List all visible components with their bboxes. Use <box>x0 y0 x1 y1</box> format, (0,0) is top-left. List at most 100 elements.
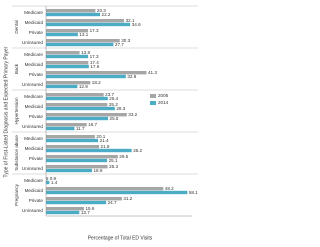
value-label: 17.6 <box>90 64 99 69</box>
value-label: 13.1 <box>79 32 88 37</box>
bar <box>46 123 87 127</box>
value-label: 21.4 <box>100 138 109 143</box>
bar <box>46 12 101 17</box>
value-label: 20.3 <box>97 8 106 13</box>
value-label: 20.1 <box>96 134 105 139</box>
legend-swatch <box>150 94 156 98</box>
bar <box>46 126 75 131</box>
value-label: 32.8 <box>127 74 136 79</box>
category-label: Medicare <box>24 10 43 15</box>
panel-label: Dental <box>14 20 19 33</box>
value-label: 22.2 <box>102 12 111 17</box>
bar <box>46 22 131 27</box>
value-label: 15.6 <box>85 206 94 211</box>
bar <box>46 158 108 163</box>
bar <box>46 9 96 13</box>
bar <box>46 96 108 101</box>
bar <box>46 177 49 181</box>
bar <box>46 197 122 201</box>
value-label: 41.3 <box>148 70 157 75</box>
category-label: Medicare <box>24 136 43 141</box>
bar <box>46 29 89 33</box>
value-label: 35.2 <box>133 148 142 153</box>
bar <box>46 81 91 85</box>
value-label: 34.6 <box>132 22 141 27</box>
bar <box>46 138 99 143</box>
legend-swatch <box>150 101 156 105</box>
value-label: 13.7 <box>81 210 90 215</box>
value-label: 24.7 <box>108 200 117 205</box>
category-label: Medicare <box>24 52 43 57</box>
value-label: 58.1 <box>189 190 198 195</box>
value-label: 30.3 <box>121 38 130 43</box>
category-label: Private <box>29 30 44 35</box>
category-label: Private <box>29 114 44 119</box>
category-label: Private <box>29 72 44 77</box>
category-label: Private <box>29 198 44 203</box>
category-label: Medicaid <box>25 188 44 193</box>
category-label: Uninsured <box>22 124 43 129</box>
category-label: Medicare <box>24 178 43 183</box>
value-label: 0.9 <box>50 176 57 181</box>
bar <box>46 19 125 23</box>
bar <box>46 42 114 47</box>
bar <box>46 51 80 55</box>
panel-label: Pregnancy <box>14 183 19 206</box>
category-label: Medicaid <box>25 146 44 151</box>
bar <box>46 148 132 153</box>
bar <box>46 210 80 215</box>
bar <box>46 155 118 159</box>
category-label: Uninsured <box>22 82 43 87</box>
category-label: Medicaid <box>25 62 44 67</box>
category-label: Uninsured <box>22 208 43 213</box>
bar <box>46 200 107 205</box>
category-label: Medicaid <box>25 104 44 109</box>
bar <box>46 64 89 69</box>
bar <box>46 106 115 111</box>
bar <box>46 71 147 75</box>
value-label: 18.2 <box>92 80 101 85</box>
bar <box>46 180 50 185</box>
bar <box>46 54 89 59</box>
value-label: 21.8 <box>101 144 110 149</box>
panel-label: Substance abuse <box>14 135 19 171</box>
y-axis-title: Type of First-Listed Diagnosis and Expec… <box>3 46 9 177</box>
bar <box>46 113 127 117</box>
value-label: 16.7 <box>88 122 97 127</box>
bar <box>46 135 95 139</box>
value-label: 17.3 <box>90 28 99 33</box>
category-label: Uninsured <box>22 40 43 45</box>
legend-label: 2006 <box>158 93 169 98</box>
value-label: 12.9 <box>79 84 88 89</box>
value-label: 18.9 <box>93 168 102 173</box>
value-label: 33.2 <box>128 112 137 117</box>
value-label: 25.2 <box>109 102 118 107</box>
value-label: 27.7 <box>115 42 124 47</box>
bar <box>46 168 92 173</box>
category-label: Uninsured <box>22 166 43 171</box>
bar <box>46 32 78 37</box>
category-label: Private <box>29 156 44 161</box>
bar <box>46 84 78 89</box>
value-label: 23.7 <box>105 92 114 97</box>
bar <box>46 190 188 195</box>
value-label: 25.3 <box>109 164 118 169</box>
category-label: Medicaid <box>25 20 44 25</box>
bar <box>46 165 108 169</box>
value-label: 11.7 <box>76 126 85 131</box>
value-label: 28.3 <box>116 106 125 111</box>
value-label: 1.4 <box>51 180 58 185</box>
bar <box>46 187 164 191</box>
x-axis-title: Percentage of Total ED Visits <box>88 235 153 241</box>
value-label: 31.2 <box>123 196 132 201</box>
bar <box>46 116 109 121</box>
value-label: 25.1 <box>109 158 118 163</box>
bar <box>46 145 100 149</box>
value-label: 25.5 <box>110 116 119 121</box>
value-label: 17.4 <box>90 60 99 65</box>
panel-label: Hypertension <box>14 97 19 125</box>
value-label: 17.3 <box>90 54 99 59</box>
category-label: Medicare <box>24 94 43 99</box>
legend-label: 2014 <box>158 100 169 105</box>
